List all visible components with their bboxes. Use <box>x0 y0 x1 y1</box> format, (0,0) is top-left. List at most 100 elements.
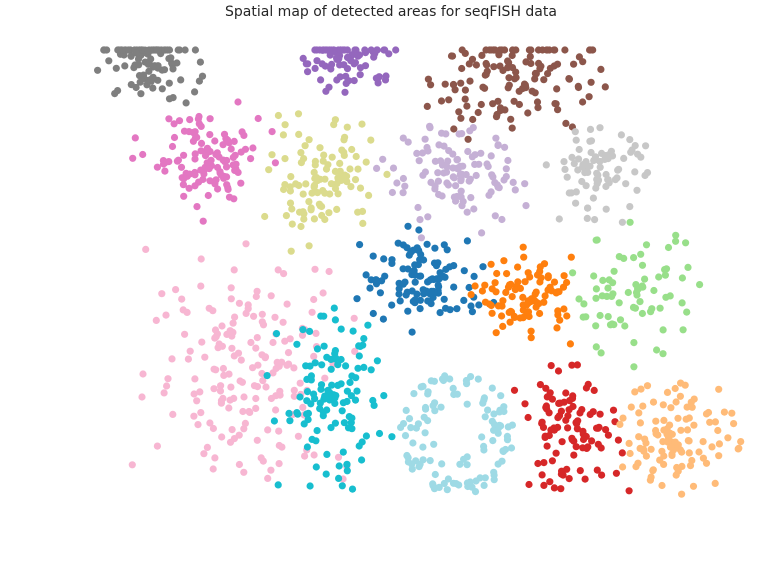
scatter-point <box>252 404 260 412</box>
scatter-point <box>290 392 298 400</box>
scatter-point <box>482 46 490 54</box>
scatter-point <box>683 308 691 316</box>
scatter-point <box>228 426 236 434</box>
scatter-point <box>437 403 445 411</box>
scatter-point <box>196 58 204 66</box>
scatter-point <box>294 110 303 118</box>
scatter-point <box>134 55 143 63</box>
scatter-point <box>267 292 275 300</box>
scatter-point <box>557 485 565 493</box>
scatter-point <box>369 252 377 260</box>
scatter-point <box>480 446 488 454</box>
scatter-point <box>446 306 454 314</box>
scatter-point <box>592 294 600 302</box>
area-7-points <box>128 240 359 483</box>
scatter-point <box>504 57 512 65</box>
scatter-point <box>350 314 358 322</box>
scatter-point <box>457 193 465 201</box>
scatter-point <box>711 418 720 426</box>
scatter-point <box>652 417 660 425</box>
scatter-point <box>294 410 302 418</box>
scatter-point <box>408 328 416 336</box>
scatter-point <box>194 421 202 429</box>
scatter-point <box>641 435 649 443</box>
scatter-point <box>626 449 634 458</box>
scatter-point <box>334 361 342 369</box>
scatter-point <box>212 333 220 341</box>
scatter-point <box>714 426 722 435</box>
area-10-points <box>569 218 704 371</box>
scatter-point <box>512 46 520 54</box>
scatter-point <box>648 305 656 313</box>
scatter-point <box>659 401 667 409</box>
scatter-point <box>616 316 625 324</box>
scatter-point <box>634 459 642 467</box>
scatter-point <box>503 436 512 444</box>
scatter-point <box>582 313 590 321</box>
scatter-point <box>179 181 187 189</box>
scatter-point <box>392 46 400 54</box>
scatter-point <box>570 160 578 168</box>
scatter-point <box>209 424 217 433</box>
scatter-point <box>402 291 410 299</box>
scatter-point <box>507 307 515 315</box>
scatter-point <box>372 276 380 284</box>
scatter-point <box>308 189 316 197</box>
scatter-point <box>193 397 201 405</box>
scatter-point <box>230 394 238 402</box>
scatter-point <box>560 272 568 280</box>
scatter-point <box>494 302 503 310</box>
scatter-point <box>545 431 553 440</box>
scatter-point <box>427 81 435 89</box>
scatter-point <box>561 165 569 173</box>
scatter-point <box>478 229 486 237</box>
scatter-point <box>566 340 575 348</box>
scatter-point <box>573 425 582 433</box>
area-0-points <box>94 46 207 107</box>
scatter-point <box>552 289 560 297</box>
scatter-point <box>679 326 687 334</box>
scatter-point <box>500 257 508 265</box>
scatter-point <box>145 67 153 75</box>
scatter-point <box>499 297 507 305</box>
scatter-point <box>292 180 300 188</box>
scatter-point <box>317 385 325 393</box>
scatter-point <box>496 406 504 414</box>
scatter-point <box>275 427 283 435</box>
scatter-point <box>313 345 322 353</box>
scatter-point <box>358 438 366 446</box>
scatter-point <box>415 157 423 165</box>
scatter-point <box>331 399 339 407</box>
scatter-point <box>211 326 220 334</box>
scatter-point <box>715 440 724 448</box>
scatter-point <box>178 295 186 303</box>
scatter-point <box>235 460 243 469</box>
scatter-point <box>625 487 633 495</box>
scatter-point <box>579 98 587 106</box>
scatter-point <box>444 157 452 165</box>
scatter-point <box>229 319 237 327</box>
scatter-point <box>431 470 439 479</box>
scatter-point <box>206 177 214 185</box>
scatter-point <box>423 143 431 152</box>
scatter-point <box>567 253 575 261</box>
scatter-point <box>274 111 282 120</box>
scatter-point <box>312 329 320 337</box>
scatter-point <box>214 185 222 193</box>
scatter-point <box>218 342 226 350</box>
scatter-point <box>433 275 441 283</box>
scatter-point <box>353 387 361 395</box>
scatter-point <box>319 412 327 420</box>
scatter-point <box>604 176 612 184</box>
scatter-point <box>631 142 639 150</box>
scatter-point <box>503 270 511 278</box>
scatter-point <box>561 46 569 54</box>
scatter-point <box>343 460 351 468</box>
scatter-point <box>558 438 566 446</box>
scatter-point <box>356 241 364 249</box>
scatter-point <box>526 273 534 281</box>
scatter-point <box>593 169 601 177</box>
scatter-point <box>440 169 448 177</box>
scatter-point <box>715 385 723 393</box>
scatter-point <box>271 159 279 167</box>
